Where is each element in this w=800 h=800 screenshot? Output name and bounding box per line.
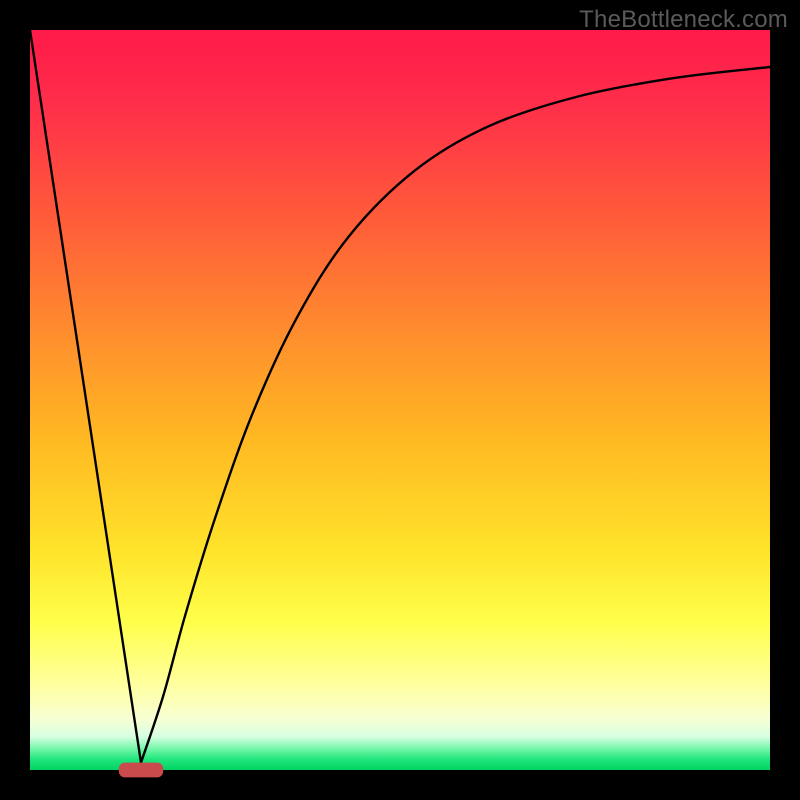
watermark-text: TheBottleneck.com xyxy=(579,6,788,34)
bottleneck-chart: TheBottleneck.com xyxy=(0,0,800,800)
optimal-point-marker xyxy=(119,763,163,778)
chart-svg xyxy=(0,0,800,800)
plot-area-gradient xyxy=(30,30,770,770)
